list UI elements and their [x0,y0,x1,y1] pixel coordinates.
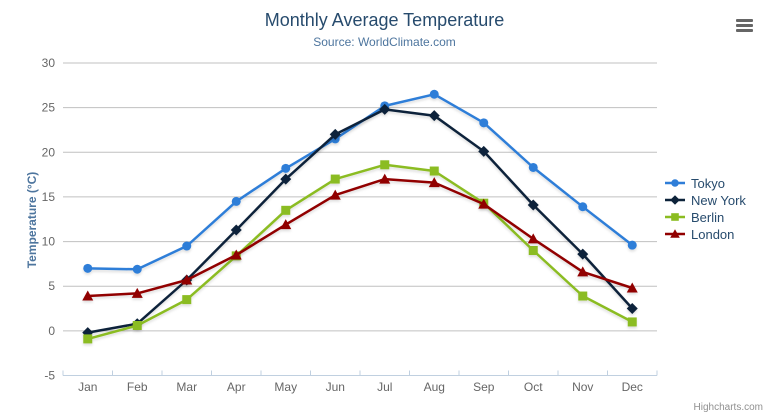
data-point-marker[interactable] [670,229,680,238]
legend-label: Berlin [691,209,725,225]
data-point-marker[interactable] [428,110,440,122]
series-tokyo [83,89,637,274]
series-line [87,108,634,334]
y-axis-tick-label: 5 [48,279,55,293]
x-axis-tick-label: Jun [326,380,345,394]
hamburger-icon [735,18,753,32]
legend-item-london[interactable]: London [664,226,746,242]
data-point-marker[interactable] [182,241,192,251]
data-point-marker[interactable] [671,179,679,187]
data-point-marker[interactable] [527,233,539,244]
x-axis-tick-label: Oct [524,380,543,394]
data-point-marker[interactable] [627,240,637,250]
legend-label: London [691,226,735,242]
data-point-marker[interactable] [577,266,589,277]
london-marker-icon [665,229,685,238]
data-point-marker[interactable] [577,248,589,260]
chart-subtitle: Source: WorldClimate.com [313,35,456,49]
data-point-marker[interactable] [626,282,638,293]
data-point-marker[interactable] [230,249,242,260]
x-axis-tick-label: Apr [227,380,246,394]
data-point-marker[interactable] [132,321,142,330]
data-point-marker[interactable] [429,166,439,176]
legend-item-tokyo[interactable]: Tokyo [664,175,746,191]
data-point-marker[interactable] [528,246,538,255]
tokyo-marker-icon [665,179,685,187]
data-point-marker[interactable] [428,177,440,188]
data-point-marker[interactable] [478,145,490,157]
legend-label: Tokyo [691,175,725,191]
data-point-marker[interactable] [478,198,490,209]
data-point-marker[interactable] [627,317,637,327]
series-line [87,177,633,298]
data-point-marker[interactable] [231,196,241,206]
data-point-marker[interactable] [281,163,291,173]
data-point-marker[interactable] [230,224,242,236]
y-axis-tick-label: 30 [42,56,56,70]
data-point-marker[interactable] [379,173,391,184]
data-point-marker[interactable] [429,89,439,99]
x-axis-tick-label: Jul [377,380,392,394]
data-point-marker[interactable] [181,274,193,285]
data-point-marker[interactable] [578,291,588,301]
legend-label: New York [691,192,746,208]
data-point-marker[interactable] [379,103,391,115]
series-new-york [82,103,638,339]
data-point-marker[interactable] [281,205,291,215]
data-point-marker[interactable] [578,202,588,212]
data-point-marker[interactable] [83,263,93,273]
x-axis-tick-label: Jan [78,380,97,394]
highcharts-credit-link[interactable]: Highcharts.com [693,402,763,413]
x-axis-tick-label: Aug [424,380,445,394]
legend: Tokyo New York Berlin London [664,175,746,243]
x-axis-tick-label: Dec [622,380,643,394]
data-point-marker[interactable] [380,160,390,170]
legend-item-new-york[interactable]: New York [664,192,746,208]
data-point-marker[interactable] [132,264,142,274]
data-point-marker[interactable] [479,118,489,128]
data-point-marker[interactable] [329,189,341,200]
y-axis-tick-label: 0 [48,324,55,338]
y-axis-tick-label: -5 [44,369,55,383]
data-point-marker[interactable] [182,295,192,305]
series-line [87,163,633,341]
data-point-marker[interactable] [527,199,539,211]
new-york-marker-icon [665,195,685,205]
data-point-marker[interactable] [82,290,94,301]
x-axis-tick-label: Feb [127,380,148,394]
data-point-marker[interactable] [280,219,292,230]
data-point-marker[interactable] [670,195,680,205]
y-axis-tick-label: 15 [42,190,56,204]
berlin-marker-icon [665,213,685,221]
data-point-marker[interactable] [131,287,143,298]
data-point-marker[interactable] [83,334,93,344]
series-london [82,173,638,301]
y-axis-tick-label: 10 [42,235,56,249]
y-axis-tick-label: 20 [42,145,56,159]
data-point-marker[interactable] [626,303,638,315]
y-axis-title: Temperature (°C) [25,171,39,269]
data-point-marker[interactable] [330,174,340,184]
x-axis-tick-label: Sep [473,380,495,394]
data-point-marker[interactable] [671,213,679,221]
y-axis-tick-label: 25 [42,101,56,115]
export-menu-button[interactable] [732,15,756,35]
data-point-marker[interactable] [528,162,538,172]
chart-title: Monthly Average Temperature [264,10,505,30]
x-axis-tick-label: Nov [572,380,593,394]
x-axis-tick-label: May [274,380,297,394]
x-axis-tick-label: Mar [176,380,197,394]
data-point-marker[interactable] [329,128,341,140]
legend-item-berlin[interactable]: Berlin [664,209,746,225]
data-point-marker[interactable] [280,173,292,185]
